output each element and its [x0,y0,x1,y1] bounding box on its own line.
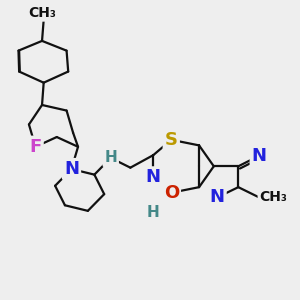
Text: N: N [146,168,161,186]
Text: N: N [252,147,267,165]
Text: CH₃: CH₃ [28,6,56,20]
Text: H: H [104,150,117,165]
Text: N: N [210,188,225,206]
Text: F: F [29,138,42,156]
Text: N: N [64,160,79,178]
Text: CH₃: CH₃ [259,190,287,205]
Text: H: H [147,205,160,220]
Text: O: O [164,184,179,202]
Text: S: S [165,131,178,149]
